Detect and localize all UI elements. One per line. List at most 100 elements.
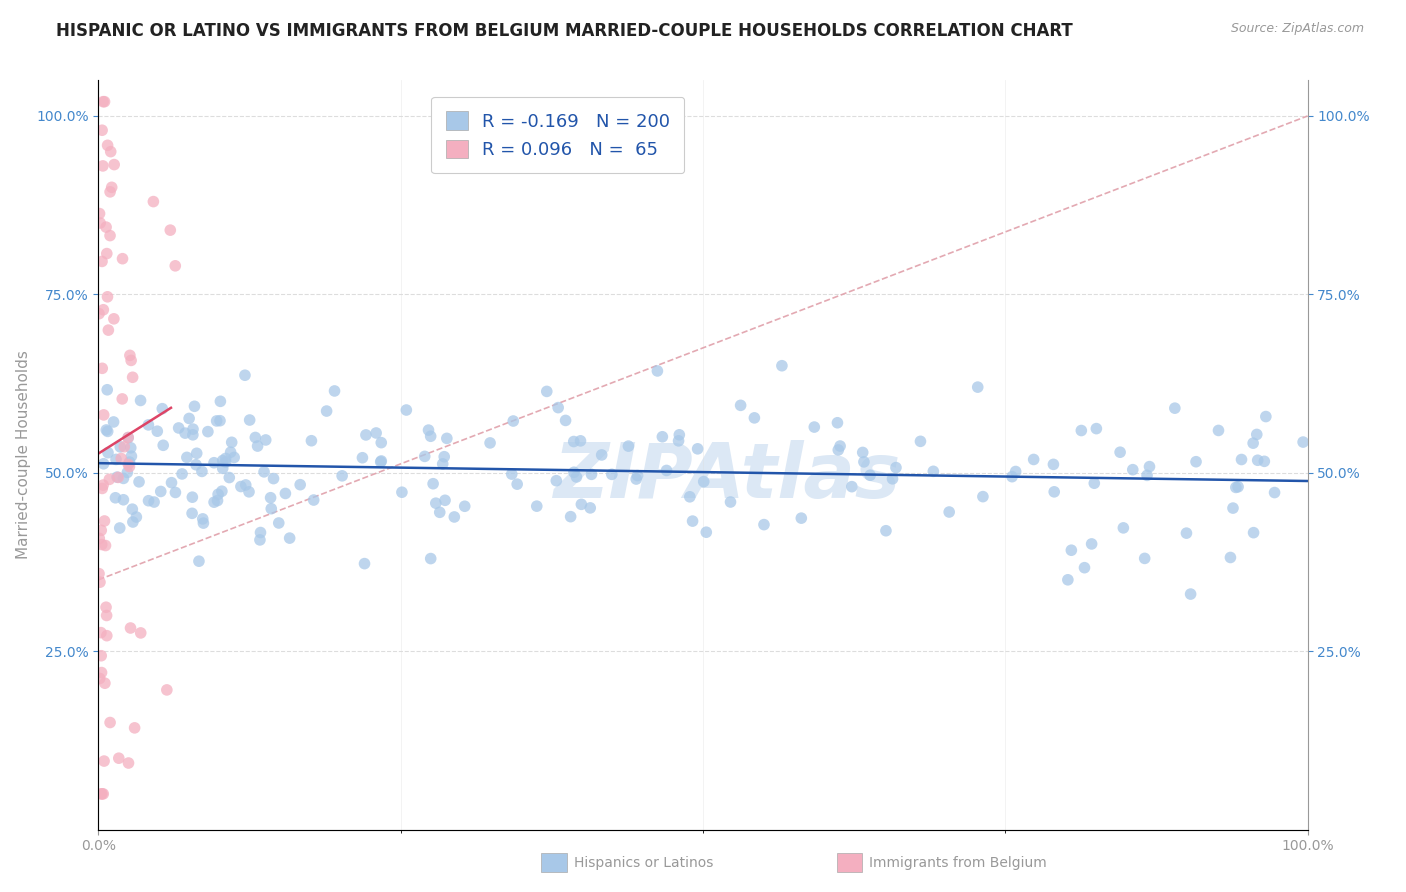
Point [97, 323, 120, 337]
Text: ZIPAtlas: ZIPAtlas [554, 441, 901, 515]
Point [506, 477, 529, 491]
Point [647, 364, 669, 378]
Point [730, 398, 752, 412]
Point [1042, 458, 1064, 472]
Point [156, 682, 179, 697]
Text: Hispanics or Latinos: Hispanics or Latinos [574, 855, 713, 870]
Point [121, 502, 143, 516]
Point [238, 484, 260, 499]
Point [110, 440, 132, 454]
Point [181, 490, 204, 504]
Point [90, 625, 112, 640]
Point [214, 455, 236, 469]
Point [107, 470, 129, 484]
Point [129, 626, 152, 640]
Point [682, 514, 704, 528]
Point [105, 470, 128, 484]
Point [91, 361, 114, 376]
Point [97, 425, 120, 439]
Text: Source: ZipAtlas.com: Source: ZipAtlas.com [1230, 22, 1364, 36]
Point [97, 138, 120, 153]
Point [425, 496, 447, 510]
Point [174, 426, 197, 441]
Point [502, 414, 524, 428]
Point [419, 551, 441, 566]
Point [884, 460, 907, 475]
Point [205, 414, 228, 428]
Point [90, 787, 112, 801]
Point [330, 468, 353, 483]
Point [547, 401, 569, 415]
Point [1241, 436, 1264, 450]
Text: Immigrants from Belgium: Immigrants from Belgium [869, 855, 1046, 870]
Point [112, 471, 135, 485]
Point [436, 431, 458, 445]
Point [87, 566, 110, 581]
Point [103, 311, 125, 326]
Point [1080, 537, 1102, 551]
Point [1133, 551, 1156, 566]
Point [100, 180, 122, 194]
Point [93, 754, 115, 768]
Point [98, 715, 121, 730]
Point [98, 228, 121, 243]
Point [1136, 468, 1159, 483]
Point [89, 672, 111, 686]
Point [90, 537, 112, 551]
Point [124, 721, 146, 735]
Point [120, 621, 142, 635]
Point [569, 497, 592, 511]
Point [263, 472, 285, 486]
Point [193, 516, 215, 530]
Point [1112, 521, 1135, 535]
Point [370, 435, 392, 450]
Point [875, 524, 897, 538]
Point [93, 514, 115, 528]
Point [93, 408, 115, 422]
Point [562, 434, 585, 449]
Point [354, 428, 377, 442]
Point [827, 442, 849, 457]
Point [108, 521, 131, 535]
Point [626, 468, 648, 483]
Point [90, 648, 112, 663]
Point [395, 403, 418, 417]
Point [422, 476, 444, 491]
Point [112, 492, 135, 507]
Point [165, 259, 187, 273]
Point [1070, 424, 1092, 438]
Point [693, 475, 716, 489]
Point [852, 445, 875, 459]
Point [1001, 469, 1024, 483]
Point [91, 254, 114, 268]
Point [224, 450, 246, 465]
Point [1180, 587, 1202, 601]
Point [96, 423, 118, 437]
Point [218, 470, 240, 484]
Point [259, 491, 281, 505]
Point [1083, 476, 1105, 491]
Point [1246, 427, 1268, 442]
Point [89, 216, 111, 230]
Point [117, 430, 139, 444]
Point [1060, 543, 1083, 558]
Point [882, 472, 904, 486]
Point [93, 457, 115, 471]
Point [146, 424, 169, 438]
Point [249, 533, 271, 547]
Point [1109, 445, 1132, 459]
Point [668, 427, 690, 442]
Point [366, 425, 388, 440]
Point [89, 575, 111, 590]
Point [202, 495, 225, 509]
Point [562, 465, 585, 479]
Point [125, 510, 148, 524]
Point [211, 453, 233, 467]
Point [274, 486, 297, 500]
Point [938, 505, 960, 519]
Text: HISPANIC OR LATINO VS IMMIGRANTS FROM BELGIUM MARRIED-COUPLE HOUSEHOLDS CORRELAT: HISPANIC OR LATINO VS IMMIGRANTS FROM BE… [56, 22, 1073, 40]
Point [128, 475, 150, 489]
Legend: R = -0.169   N = 200, R = 0.096   N =  65: R = -0.169 N = 200, R = 0.096 N = 65 [432, 97, 685, 173]
Point [600, 467, 623, 482]
Point [96, 629, 118, 643]
